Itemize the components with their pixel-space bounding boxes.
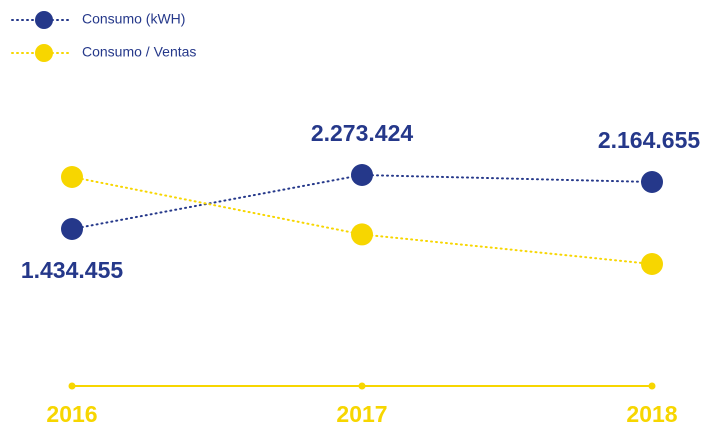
x-tick-label: 2018 [626, 401, 677, 427]
series-line [71, 176, 653, 265]
legend-marker [35, 11, 53, 29]
data-point [61, 218, 83, 240]
axis-dot [68, 382, 76, 390]
data-point [61, 166, 83, 188]
axis-dot [648, 382, 656, 390]
legend-marker [35, 44, 53, 62]
data-point [641, 171, 663, 194]
data-point [351, 223, 373, 246]
x-tick-label: 2017 [336, 401, 387, 427]
data-point [641, 253, 663, 275]
data-label: 2.164.655 [598, 127, 701, 153]
legend-label: Consumo (kWH) [82, 11, 185, 27]
axis-dot [358, 382, 366, 390]
data-point [351, 164, 373, 186]
data-label: 2.273.424 [311, 120, 414, 146]
legend-label: Consumo / Ventas [82, 44, 196, 60]
x-tick-label: 2016 [46, 401, 97, 427]
data-label: 1.434.455 [21, 257, 124, 283]
